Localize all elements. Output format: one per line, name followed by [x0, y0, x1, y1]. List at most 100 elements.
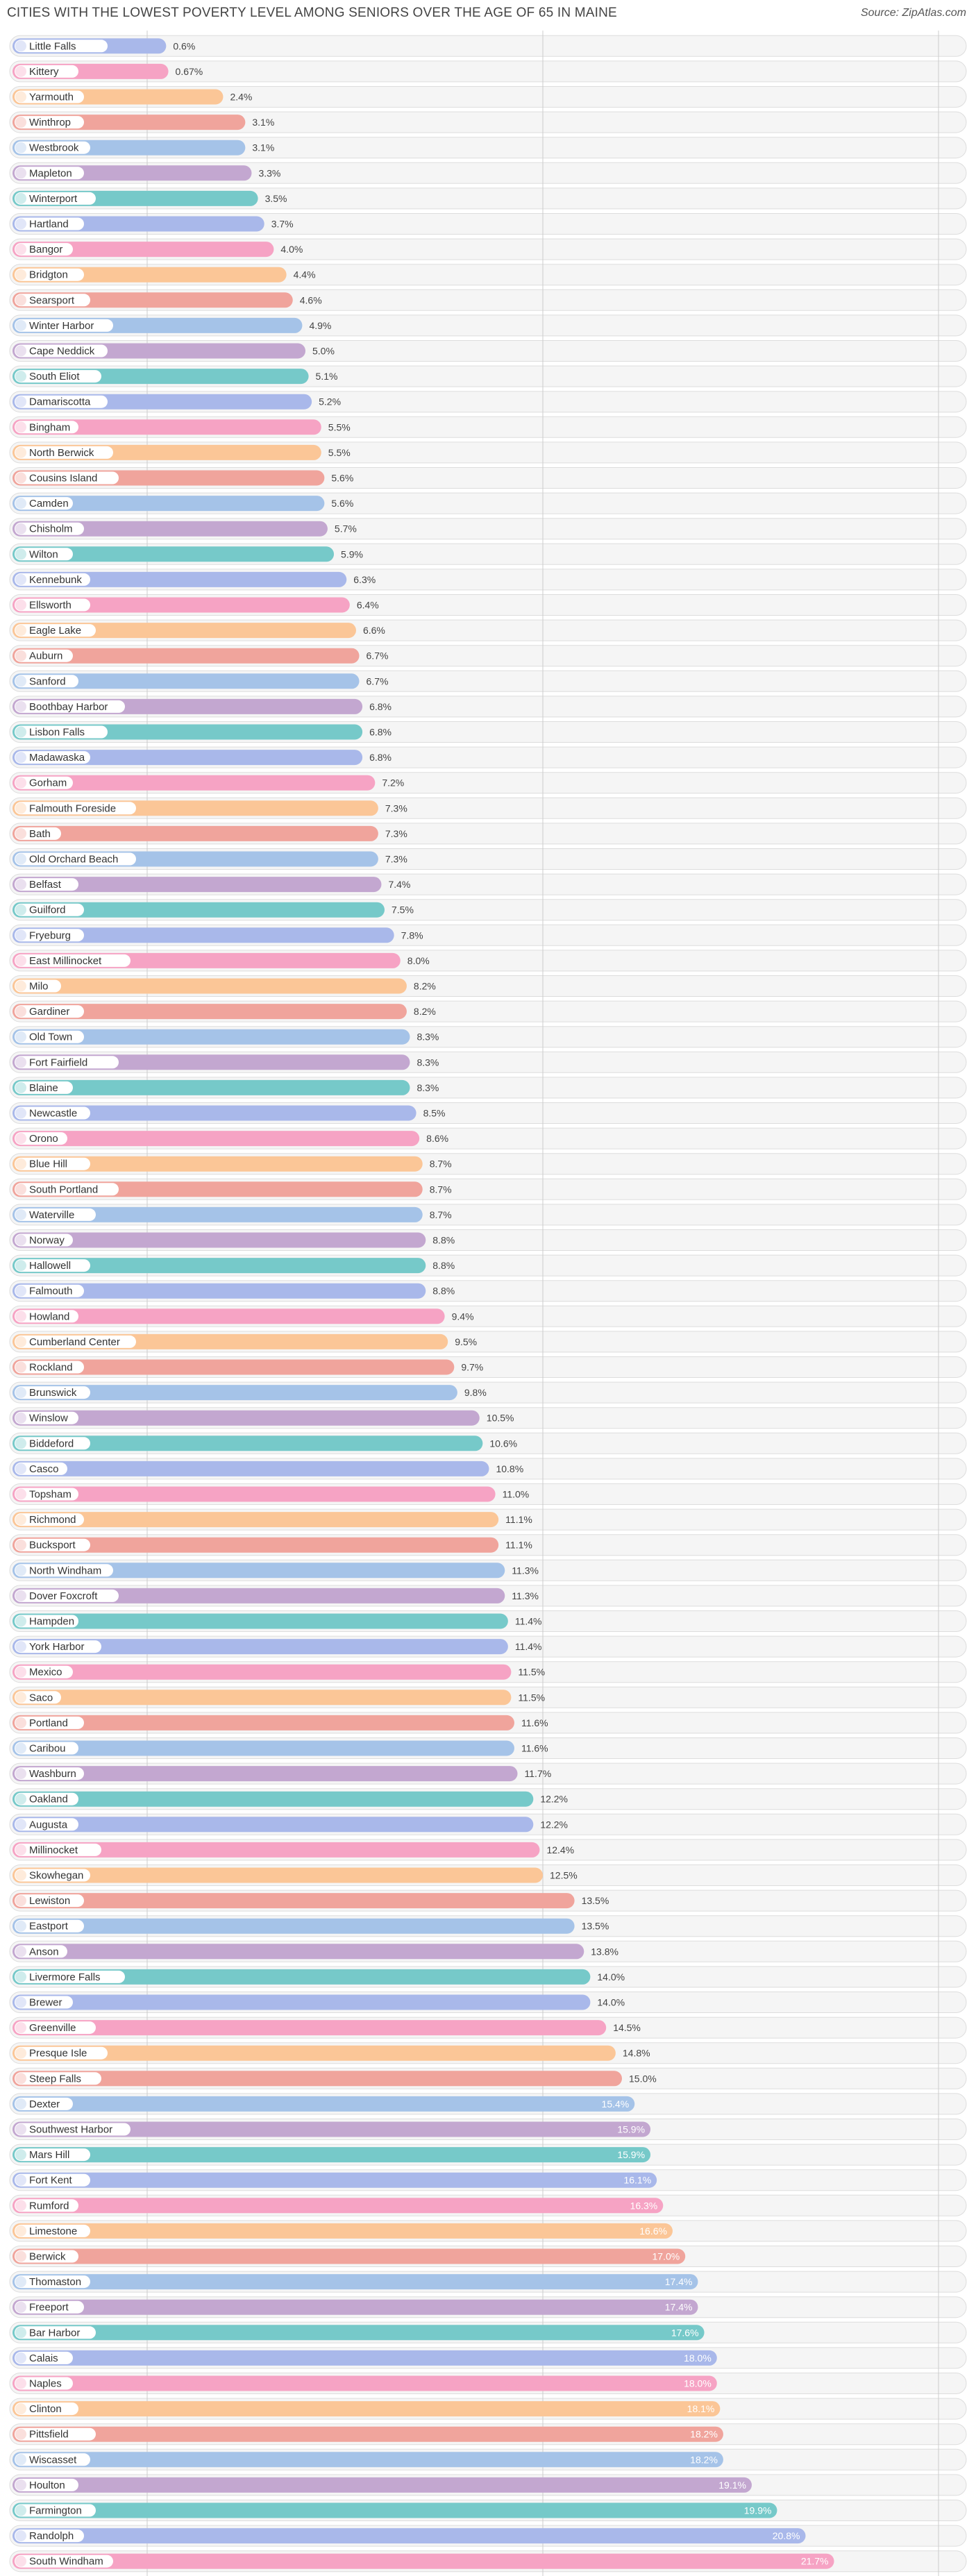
category-pill: [15, 1157, 90, 1170]
value-label: 13.8%: [591, 1946, 619, 1957]
bar-row: Biddeford 10.6%: [12, 1436, 517, 1451]
category-pill: [15, 1767, 84, 1781]
category-label: Winthrop: [29, 117, 71, 128]
category-pill: [15, 2377, 73, 2390]
category-dot: [15, 345, 26, 357]
category-dot: [15, 1793, 26, 1805]
category-dot: [15, 1590, 26, 1601]
category-dot: [15, 2098, 26, 2110]
value-label: 11.4%: [515, 1641, 542, 1652]
category-dot: [15, 675, 26, 687]
bar: [12, 1232, 426, 1248]
category-label: Houlton: [29, 2480, 65, 2491]
bar-row: Casco 10.8%: [12, 1460, 523, 1476]
bar-row: Ellsworth 6.4%: [12, 597, 379, 613]
bar-row: Gardiner 8.2%: [12, 1004, 436, 1020]
value-label: 8.2%: [414, 981, 436, 992]
value-label: 11.3%: [512, 1565, 539, 1576]
category-dot: [15, 2377, 26, 2389]
category-label: Norway: [29, 1235, 65, 1247]
bar: [12, 1994, 591, 2010]
category-dot: [15, 1438, 26, 1449]
bar: [12, 1206, 423, 1222]
category-pill: [15, 954, 131, 967]
row-background: [9, 111, 967, 133]
category-pill: [15, 217, 84, 230]
category-dot: [15, 1107, 26, 1119]
bar: [12, 2502, 777, 2518]
bar: [12, 1690, 512, 1706]
category-label: Wilton: [29, 548, 58, 560]
bar: [12, 2020, 607, 2036]
bar: [12, 2248, 686, 2264]
category-pill: [15, 1030, 84, 1043]
category-label: Newcastle: [29, 1108, 77, 1120]
category-pill: [15, 90, 84, 103]
category-label: Belfast: [29, 879, 62, 891]
value-label: 8.0%: [407, 955, 430, 966]
bar-row: Rockland 9.7%: [12, 1359, 483, 1375]
category-pill: [15, 649, 73, 662]
category-pill: [15, 1132, 67, 1145]
value-label: 4.9%: [309, 320, 331, 331]
category-pill: [15, 294, 90, 307]
bar-row: Houlton 19.1%: [12, 2477, 752, 2493]
category-label: Cousins Island: [29, 473, 97, 485]
bar-row: Millinocket 12.4%: [12, 1842, 574, 1858]
category-dot: [15, 879, 26, 891]
category-pill: [15, 1488, 78, 1501]
value-label: 6.7%: [367, 650, 389, 662]
category-pill: [15, 2123, 131, 2136]
category-label: East Millinocket: [29, 955, 102, 967]
category-dot: [15, 726, 26, 738]
category-pill: [15, 827, 61, 840]
category-label: Wiscasset: [29, 2454, 77, 2466]
bar-row: Damariscotta 5.2%: [12, 394, 341, 410]
bar: [12, 2045, 616, 2061]
category-label: Eagle Lake: [29, 625, 81, 637]
category-pill: [15, 40, 108, 53]
category-dot: [15, 650, 26, 662]
category-pill: [15, 192, 96, 205]
bar-row: Bar Harbor 17.6%: [12, 2325, 705, 2341]
row-backgrounds: [9, 35, 967, 2573]
category-pill: [15, 395, 108, 408]
value-label: 18.2%: [690, 2429, 718, 2440]
value-label: 7.3%: [385, 828, 407, 839]
bar: [12, 2071, 622, 2087]
category-dot: [15, 167, 26, 179]
value-label: 3.3%: [258, 167, 280, 178]
category-pill: [15, 573, 90, 586]
category-label: Cumberland Center: [29, 1336, 120, 1348]
category-label: Boothbay Harbor: [29, 701, 108, 713]
category-pill: [15, 1335, 136, 1348]
category-label: Madawaska: [29, 752, 85, 764]
bar-row: Greenville 14.5%: [12, 2020, 641, 2036]
bar: [12, 242, 274, 258]
bar-row: Chisholm 5.7%: [12, 521, 357, 537]
category-label: Mexico: [29, 1667, 62, 1678]
bar-row: Falmouth Foreside 7.3%: [12, 800, 407, 816]
value-label: 11.5%: [518, 1692, 545, 1703]
category-label: Brewer: [29, 1997, 62, 2009]
category-pill: [15, 1818, 78, 1831]
bar-row: Hampden 11.4%: [12, 1613, 542, 1629]
value-label: 17.6%: [671, 2327, 699, 2338]
category-pill: [15, 1284, 84, 1297]
bar-row: Presque Isle 14.8%: [12, 2045, 650, 2061]
value-label: 6.6%: [363, 625, 385, 636]
bar: [12, 521, 328, 537]
category-label: Kittery: [29, 66, 59, 78]
category-dot: [15, 700, 26, 712]
category-dot: [15, 1209, 26, 1220]
category-label: Saco: [29, 1692, 53, 1703]
category-label: Cape Neddick: [29, 346, 95, 357]
category-pill: [15, 1411, 78, 1424]
category-dot: [15, 2505, 26, 2516]
category-pill: [15, 2072, 101, 2085]
category-pill: [15, 1234, 73, 1247]
category-label: Bath: [29, 828, 51, 840]
category-pill: [15, 2148, 90, 2162]
category-label: Old Orchard Beach: [29, 854, 118, 866]
value-label: 12.2%: [540, 1819, 568, 1830]
